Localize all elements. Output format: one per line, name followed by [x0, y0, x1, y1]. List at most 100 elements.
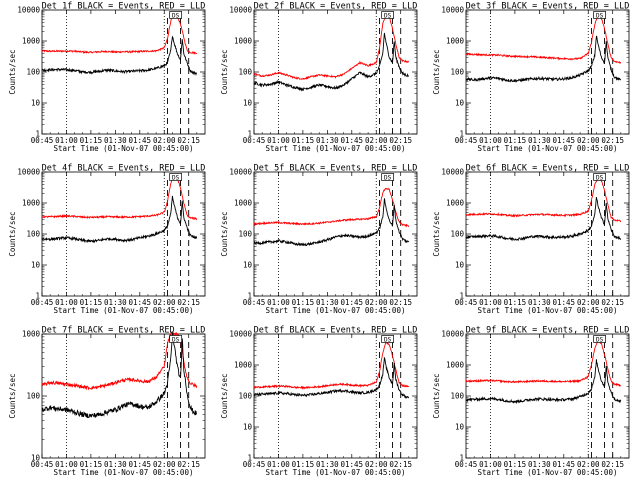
x-tick-label: 01:15 — [292, 460, 315, 469]
y-tick-label: 10 — [243, 423, 253, 432]
series-line-lld — [253, 187, 410, 228]
marker-label-box — [381, 173, 395, 181]
x-tick-label: 02:00 — [365, 298, 388, 307]
x-tick-label: 02:00 — [365, 460, 388, 469]
y-tick-label: 1000 — [234, 361, 253, 370]
x-tick-label: 01:00 — [267, 298, 290, 307]
y-tick-label: 10000 — [17, 6, 40, 15]
series-line-events — [465, 35, 622, 83]
series-line-events — [41, 195, 198, 244]
marker-label-box — [593, 173, 607, 181]
y-tick-label: 100 — [26, 68, 40, 77]
series-line-events — [253, 198, 410, 247]
x-axis-label: Start Time (01-Nov-07 00:45:00) — [478, 144, 618, 153]
chart-title: Det 5f BLACK = Events, RED = LLD — [254, 164, 418, 174]
y-tick-label: 100 — [238, 68, 252, 77]
y-tick-label: 10000 — [229, 6, 252, 15]
x-tick-label: 02:00 — [577, 136, 600, 145]
y-axis-label: Counts/sec — [432, 373, 441, 418]
x-tick-label: 02:15 — [601, 460, 624, 469]
x-tick-label: 02:00 — [577, 460, 600, 469]
y-tick-label: 1 — [35, 130, 40, 139]
y-tick-label: 1000 — [446, 361, 465, 370]
x-tick-label: 01:45 — [129, 460, 152, 469]
x-tick-label: 02:15 — [177, 136, 200, 145]
x-tick-label: 00:45 — [243, 136, 266, 145]
x-tick-label: 01:00 — [479, 460, 502, 469]
series-line-events — [253, 357, 410, 399]
x-tick-label: 01:30 — [528, 298, 551, 307]
y-tick-label: 1000 — [234, 199, 253, 208]
y-tick-label: 10 — [455, 261, 465, 270]
series-line-lld — [41, 175, 198, 221]
x-tick-label: 01:15 — [292, 136, 315, 145]
x-tick-label: 01:30 — [316, 136, 339, 145]
x-tick-label: 02:15 — [389, 136, 412, 145]
x-tick-label: 02:00 — [153, 298, 176, 307]
y-tick-label: 10 — [243, 99, 253, 108]
chart-title: Det 6f BLACK = Events, RED = LLD — [466, 164, 630, 174]
x-tick-label: 01:00 — [479, 298, 502, 307]
x-tick-label: 02:15 — [389, 460, 412, 469]
y-tick-label: 100 — [450, 68, 464, 77]
y-tick-label: 10000 — [229, 168, 252, 177]
marker-label: DS — [172, 337, 180, 344]
x-tick-label: 01:15 — [504, 136, 527, 145]
marker-label-box — [169, 335, 183, 343]
y-axis-label: Counts/sec — [8, 373, 17, 418]
marker-label-box — [169, 173, 183, 181]
x-tick-label: 02:00 — [365, 136, 388, 145]
series-line-events — [465, 197, 622, 242]
y-axis-label: Counts/sec — [8, 49, 17, 94]
x-axis-label: Start Time (01-Nov-07 00:45:00) — [54, 468, 194, 477]
y-axis-label: Counts/sec — [432, 211, 441, 256]
y-tick-label: 10 — [31, 99, 41, 108]
y-tick-label: 10 — [455, 99, 465, 108]
x-axis-label: Start Time (01-Nov-07 00:45:00) — [266, 144, 406, 153]
y-tick-label: 1 — [459, 454, 464, 463]
y-tick-label: 100 — [450, 392, 464, 401]
y-tick-label: 1 — [35, 292, 40, 301]
x-tick-label: 01:15 — [292, 298, 315, 307]
x-tick-label: 00:45 — [455, 460, 478, 469]
y-tick-label: 1000 — [446, 199, 465, 208]
x-tick-label: 01:00 — [55, 460, 78, 469]
marker-label-box — [593, 11, 607, 19]
x-tick-label: 01:30 — [528, 136, 551, 145]
x-tick-label: 01:45 — [129, 136, 152, 145]
y-tick-label: 1 — [247, 292, 252, 301]
x-tick-label: 01:45 — [341, 298, 364, 307]
y-axis-label: Counts/sec — [8, 211, 17, 256]
y-tick-label: 10000 — [441, 168, 464, 177]
x-tick-label: 01:00 — [55, 136, 78, 145]
y-tick-label: 1000 — [22, 199, 41, 208]
y-tick-label: 100 — [26, 230, 40, 239]
chart-title: Det 4f BLACK = Events, RED = LLD — [42, 164, 206, 174]
marker-label-box — [381, 335, 395, 343]
x-tick-label: 02:15 — [601, 136, 624, 145]
x-tick-label: 01:30 — [316, 460, 339, 469]
marker-label-box — [381, 11, 395, 19]
chart-title: Det 8f BLACK = Events, RED = LLD — [254, 326, 418, 336]
chart-title: Det 1f BLACK = Events, RED = LLD — [42, 2, 206, 12]
y-tick-label: 10 — [31, 261, 41, 270]
marker-label-box — [169, 11, 183, 19]
series-line-lld — [41, 13, 198, 55]
y-axis-label: Counts/sec — [220, 49, 229, 94]
series-line-lld — [253, 11, 409, 80]
x-tick-label: 01:45 — [129, 298, 152, 307]
marker-label: DS — [384, 175, 392, 182]
marker-label: DS — [596, 175, 604, 182]
series-line-events — [41, 35, 198, 77]
y-tick-label: 100 — [450, 230, 464, 239]
x-tick-label: 01:15 — [504, 460, 527, 469]
x-tick-label: 01:15 — [80, 136, 103, 145]
y-tick-label: 1 — [459, 130, 464, 139]
